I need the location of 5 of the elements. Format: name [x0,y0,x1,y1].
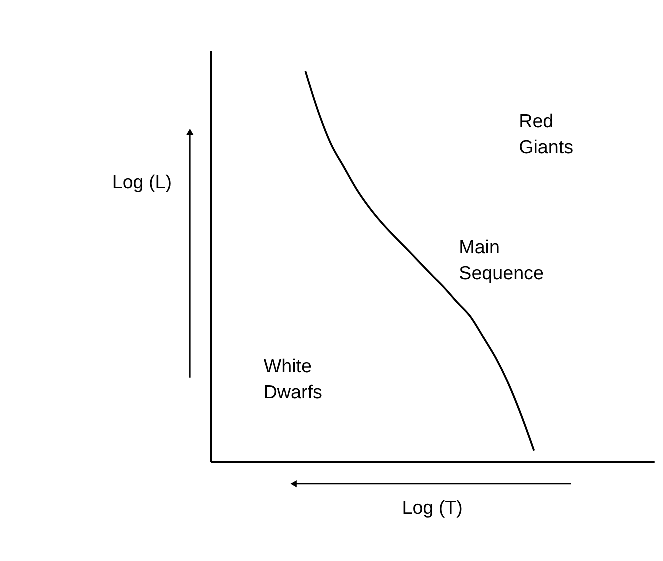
annotation: White Dwarfs [264,356,322,402]
annotation: Red Giants [519,110,574,158]
y-axis-title: Log (L) [112,172,172,193]
annotation: Main Sequence [459,236,544,284]
x-axis-title: Log (T) [402,497,463,518]
